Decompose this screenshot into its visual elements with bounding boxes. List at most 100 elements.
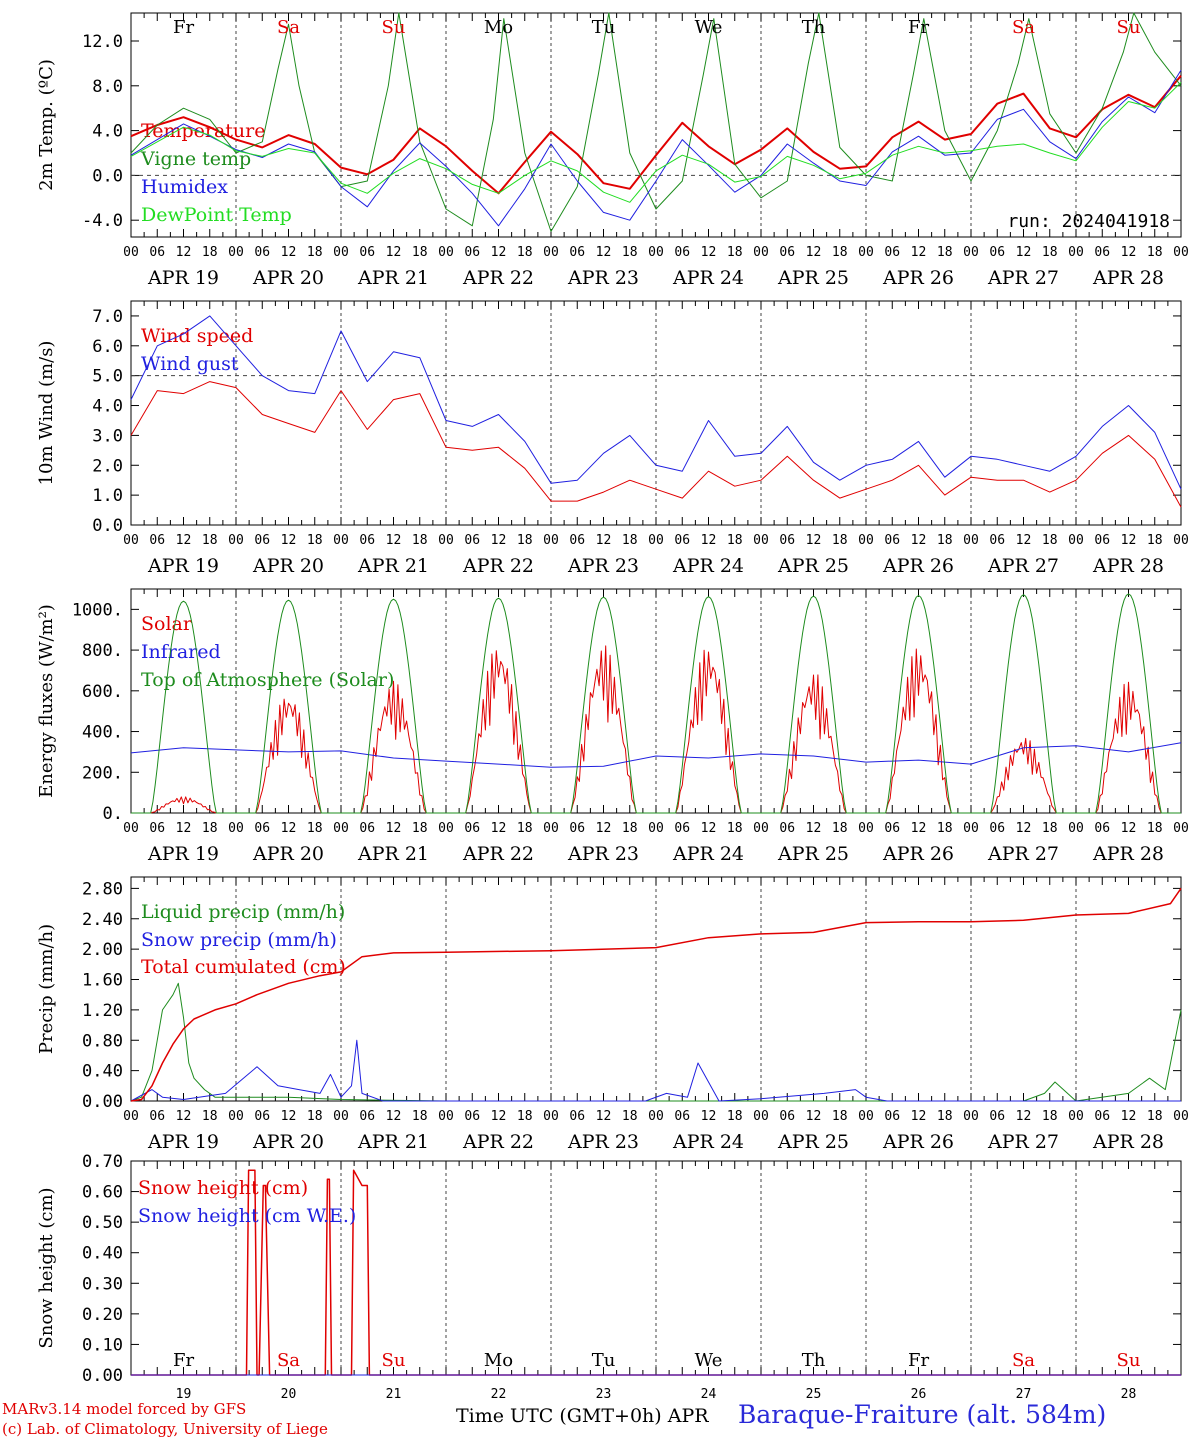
hour-tick-label: 12 (701, 533, 717, 548)
y-tick-label: 4.0 (92, 122, 123, 142)
y-tick-label: 1000. (72, 600, 123, 620)
y-tick-label: 3.0 (92, 426, 123, 446)
hour-tick-label: 06 (674, 245, 690, 260)
hour-tick-label: 18 (412, 821, 428, 836)
date-label: APR 24 (672, 1131, 744, 1153)
date-label: APR 23 (567, 555, 639, 577)
hour-tick-label: 12 (911, 821, 927, 836)
date-label: APR 20 (252, 843, 324, 865)
legend-entry: Infrared (141, 641, 221, 663)
date-label: APR 23 (567, 843, 639, 865)
y-tick-label: 8.0 (92, 77, 123, 97)
y-tick-label: 0. (103, 804, 123, 824)
hour-tick-label: 12 (1121, 245, 1137, 260)
weekday-label: Fr (173, 1350, 194, 1371)
hour-tick-label: 06 (1094, 1109, 1110, 1124)
hour-tick-label: 18 (1147, 533, 1163, 548)
hour-tick-label: 12 (596, 1109, 612, 1124)
y-tick-label: 1.60 (82, 971, 123, 991)
plot-frame (130, 300, 1182, 526)
hour-tick-label: 18 (1147, 1109, 1163, 1124)
hour-tick-label: 00 (333, 245, 349, 260)
hour-tick-label: 18 (1147, 245, 1163, 260)
date-label: APR 22 (462, 1131, 534, 1153)
legend-entry: Total cumulated (cm) (141, 956, 346, 978)
weekday-label: We (695, 1350, 723, 1371)
day-number-label: 28 (1121, 1387, 1137, 1402)
hour-tick-label: 12 (1121, 533, 1137, 548)
day-number-label: 19 (176, 1387, 192, 1402)
hour-tick-label: 12 (281, 533, 297, 548)
hour-tick-label: 00 (648, 245, 664, 260)
hour-tick-label: 12 (386, 245, 402, 260)
date-label: APR 24 (672, 555, 744, 577)
hour-tick-label: 12 (806, 1109, 822, 1124)
legend-entry: Wind gust (141, 353, 239, 375)
hour-tick-label: 06 (569, 533, 585, 548)
weekday-label: Sa (277, 1350, 300, 1371)
hour-tick-label: 00 (648, 533, 664, 548)
hour-tick-label: 06 (464, 1109, 480, 1124)
y-tick-label: 5.0 (92, 367, 123, 387)
hour-tick-label: 00 (858, 1109, 874, 1124)
hour-tick-label: 18 (622, 1109, 638, 1124)
hour-tick-label: 12 (176, 821, 192, 836)
day-number-label: 24 (701, 1387, 717, 1402)
hour-tick-label: 06 (359, 1109, 375, 1124)
day-number-label: 21 (386, 1387, 402, 1402)
weekday-label: Sa (1012, 17, 1035, 38)
hour-tick-label: 12 (1121, 821, 1137, 836)
hour-tick-label: 06 (464, 533, 480, 548)
hour-tick-label: 18 (622, 245, 638, 260)
hour-tick-label: 12 (386, 821, 402, 836)
hour-tick-label: 18 (307, 821, 323, 836)
legend-entry: Snow precip (mm/h) (141, 929, 337, 951)
panel-1: -4.0 0.0 4.0 8.0 12.0 2m Temp. (ºC) Temperatur… (36, 12, 1189, 289)
hour-tick-label: 06 (779, 821, 795, 836)
hour-tick-label: 12 (491, 821, 507, 836)
date-label: APR 27 (987, 843, 1059, 865)
hour-tick-label: 00 (543, 1109, 559, 1124)
hour-tick-label: 00 (543, 821, 559, 836)
weekday-label: Mo (484, 17, 513, 38)
hour-tick-label: 18 (1042, 1109, 1058, 1124)
date-label: APR 28 (1092, 555, 1164, 577)
y-tick-label: 0.50 (82, 1213, 123, 1233)
run-annotation: run: 2024041918 (1007, 211, 1170, 232)
hour-tick-label: 18 (517, 821, 533, 836)
hour-tick-label: 00 (858, 533, 874, 548)
date-label: APR 20 (252, 1131, 324, 1153)
hour-tick-label: 18 (727, 1109, 743, 1124)
weekday-label: Fr (908, 1350, 929, 1371)
hour-tick-label: 12 (491, 533, 507, 548)
hour-tick-label: 12 (596, 533, 612, 548)
hour-tick-label: 06 (674, 533, 690, 548)
hour-tick-label: 18 (727, 245, 743, 260)
hour-tick-label: 18 (832, 1109, 848, 1124)
hour-tick-label: 18 (412, 1109, 428, 1124)
legend-entry: Top of Atmosphere (Solar) (141, 669, 394, 691)
hour-tick-label: 12 (1016, 533, 1032, 548)
hour-tick-label: 00 (438, 533, 454, 548)
legend-entry: DewPoint Temp (141, 204, 292, 226)
hour-tick-label: 00 (858, 245, 874, 260)
plot-frame (130, 588, 1182, 814)
hour-tick-label: 06 (674, 821, 690, 836)
date-label: APR 19 (147, 267, 219, 289)
y-tick-label: 2.40 (82, 910, 123, 930)
hour-tick-label: 12 (806, 245, 822, 260)
date-label: APR 23 (567, 267, 639, 289)
hour-tick-label: 00 (543, 533, 559, 548)
date-label: APR 25 (777, 267, 849, 289)
panel-2: 0.0 1.0 2.0 3.0 4.0 5.0 6.0 7.0 10m Wind (m/s) Wi… (36, 300, 1189, 577)
y-axis-label: Precip (mm/h) (36, 924, 57, 1054)
series-line-4 (130, 82, 1182, 203)
hour-tick-label: 18 (412, 245, 428, 260)
hour-tick-label: 00 (753, 1109, 769, 1124)
hour-tick-label: 12 (281, 1109, 297, 1124)
y-axis-label: Energy fluxes (W/m²) (36, 604, 57, 798)
hour-tick-label: 12 (1016, 1109, 1032, 1124)
hour-tick-label: 18 (937, 533, 953, 548)
y-tick-label: 400. (82, 723, 123, 743)
hour-tick-label: 12 (701, 1109, 717, 1124)
